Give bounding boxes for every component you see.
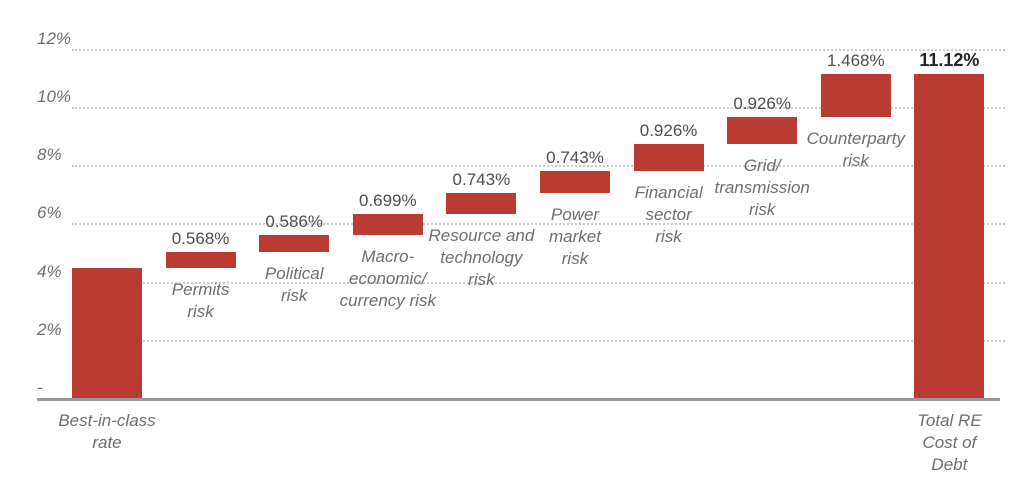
x-axis-baseline: [37, 398, 1000, 401]
bar-resource-and-technology-risk: [446, 192, 517, 215]
gridline-8pct: [72, 165, 1005, 168]
category-label-line: currency risk: [339, 290, 436, 310]
category-label-line: Macro-: [361, 246, 415, 266]
value-label-financial-sector-risk: 0.926%: [639, 121, 698, 141]
category-label-power-market-risk: Power market risk: [487, 204, 663, 270]
y-tick-label-10pct: 10%: [37, 87, 72, 106]
category-label-line: rate: [92, 433, 122, 452]
category-label-political-risk: Political risk: [206, 263, 382, 307]
value-label-macro-economic-currency-risk: 0.699%: [358, 191, 417, 211]
category-label-financial-sector-risk: Financial sector risk: [581, 182, 757, 248]
bar-permits-risk: [165, 251, 236, 269]
bar-financial-sector-risk: [633, 144, 704, 171]
category-label-line: Cost of: [922, 433, 977, 452]
value-label-total-re-cost-of-debt: 11.12%: [919, 50, 980, 71]
category-label-line: technology: [440, 248, 523, 268]
category-label-macro-economic-currency-risk: Macro-economic/currency risk: [300, 246, 476, 312]
gridline-4pct: [72, 281, 1005, 284]
y-tick-label-zero: -: [37, 378, 43, 397]
category-label-line: market: [549, 226, 601, 246]
category-label-grid-transmission-risk: Grid/transmission risk: [674, 155, 850, 221]
value-label-grid-transmission-risk: 0.926%: [733, 94, 792, 114]
category-label-line: risk: [280, 285, 308, 305]
category-label-line: Power: [550, 204, 600, 224]
bar-counterparty-risk: [820, 74, 891, 118]
category-label-line: Counterparty: [806, 129, 905, 149]
category-label-line: risk: [561, 248, 589, 268]
gridline-10pct: [72, 107, 1005, 109]
category-label-line: Financial: [634, 183, 703, 203]
category-label-line: transmission: [714, 178, 810, 198]
value-label-resource-and-technology-risk: 0.743%: [452, 169, 511, 189]
bar-total-re-cost-of-debt: [914, 74, 985, 398]
category-label-line: economic/: [349, 268, 427, 288]
category-label-line: Grid/: [743, 156, 781, 176]
bar-power-market-risk: [540, 171, 610, 193]
category-label-line: Debt: [931, 455, 968, 474]
category-label-line: sector: [645, 205, 692, 225]
category-label-total-re-cost-of-debt: Total RE Cost of Debt: [861, 410, 1024, 476]
y-tick-label-8pct: 8%: [37, 145, 62, 165]
category-label-counterparty-risk: Counterparty risk: [768, 128, 944, 172]
value-label-power-market-risk: 0.743%: [546, 148, 604, 168]
gridline-2pct: [72, 339, 1005, 342]
category-label-line: risk: [748, 200, 776, 220]
category-label-line: Permits: [171, 280, 230, 300]
y-tick-label-4pct: 4%: [37, 261, 62, 281]
y-tick-label-12pct: 12%: [37, 28, 72, 48]
bar-macro-economic-currency-risk: [352, 214, 423, 235]
bar-grid-transmission-risk: [727, 117, 798, 145]
category-label-line: risk: [655, 227, 682, 247]
category-label-line: Resource and: [428, 226, 535, 246]
category-label-resource-and-technology-risk: Resource and technology risk: [393, 225, 569, 291]
category-label-best-in-class-rate: Best-in-class rate: [19, 410, 195, 454]
value-label-permits-risk: 0.568%: [171, 228, 230, 248]
gridline-12pct: [72, 48, 1005, 51]
category-label-permits-risk: Permits risk: [113, 279, 289, 323]
bar-best-in-class-rate: [72, 268, 142, 398]
category-label-line: Best-in-class: [58, 411, 156, 430]
value-label-counterparty-risk: 1.468%: [826, 51, 885, 71]
category-label-line: risk: [187, 302, 214, 322]
bar-political-risk: [259, 234, 330, 252]
category-label-line: Political: [264, 263, 324, 283]
category-label-line: risk: [842, 151, 870, 171]
gridline-6pct: [72, 223, 1005, 226]
y-tick-label-6pct: 6%: [37, 203, 62, 223]
category-label-line: Total RE: [917, 411, 982, 430]
y-tick-label-2pct: 2%: [37, 319, 62, 339]
category-label-line: risk: [468, 270, 495, 290]
value-label-political-risk: 0.586%: [265, 211, 324, 231]
